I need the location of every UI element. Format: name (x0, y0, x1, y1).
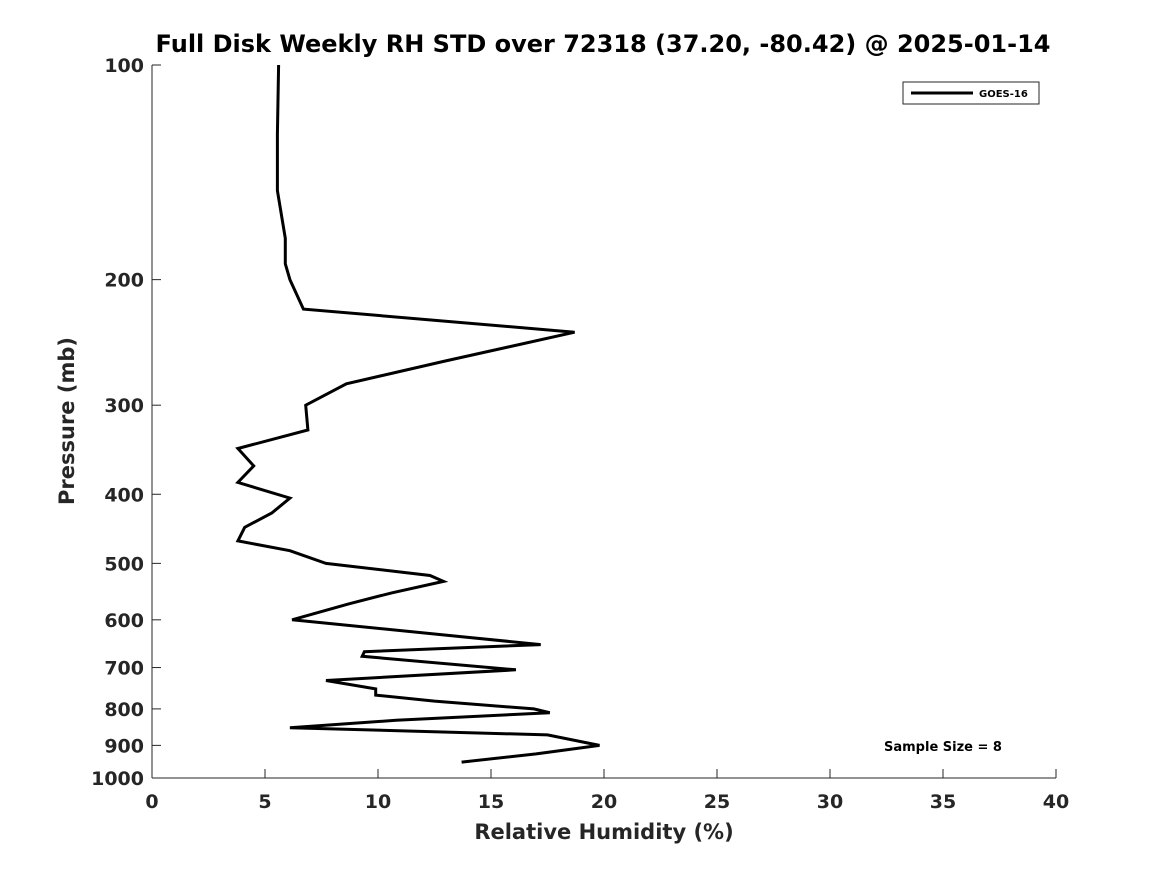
x-tick-label: 40 (1043, 791, 1069, 813)
axes: 0 5 10 15 20 25 30 35 40 100 200 300 400 500 600 700 800… (91, 55, 1069, 813)
x-tick-label: 15 (478, 791, 504, 813)
y-tick-label: 600 (104, 610, 144, 632)
y-tick-label: 800 (104, 699, 144, 721)
series-line-goes-16 (235, 64, 600, 764)
y-tick-label: 900 (104, 735, 144, 757)
y-tick-label: 100 (104, 55, 144, 77)
y-tick-label: 700 (104, 658, 144, 680)
x-axis-title: Relative Humidity (%) (474, 820, 733, 844)
x-tick-label: 30 (817, 791, 843, 813)
legend-label: GOES-16 (979, 89, 1028, 100)
x-tick-label: 25 (704, 791, 730, 813)
x-tick-label: 0 (145, 791, 158, 813)
y-tick-label: 500 (104, 553, 144, 575)
plot-area (235, 64, 600, 764)
x-tick-label: 35 (930, 791, 956, 813)
x-tick-label: 20 (591, 791, 617, 813)
y-tick-label: 200 (104, 270, 144, 292)
y-tick-label: 400 (104, 484, 144, 506)
y-axis-title: Pressure (mb) (55, 337, 79, 505)
x-tick-label: 10 (365, 791, 391, 813)
chart-title: Full Disk Weekly RH STD over 72318 (37.2… (156, 30, 1051, 58)
x-tick-label: 5 (258, 791, 271, 813)
sample-size-annotation: Sample Size = 8 (884, 740, 1002, 755)
y-tick-label: 1000 (91, 768, 144, 790)
y-tick-label: 300 (104, 395, 144, 417)
legend: GOES-16 (902, 81, 1040, 105)
